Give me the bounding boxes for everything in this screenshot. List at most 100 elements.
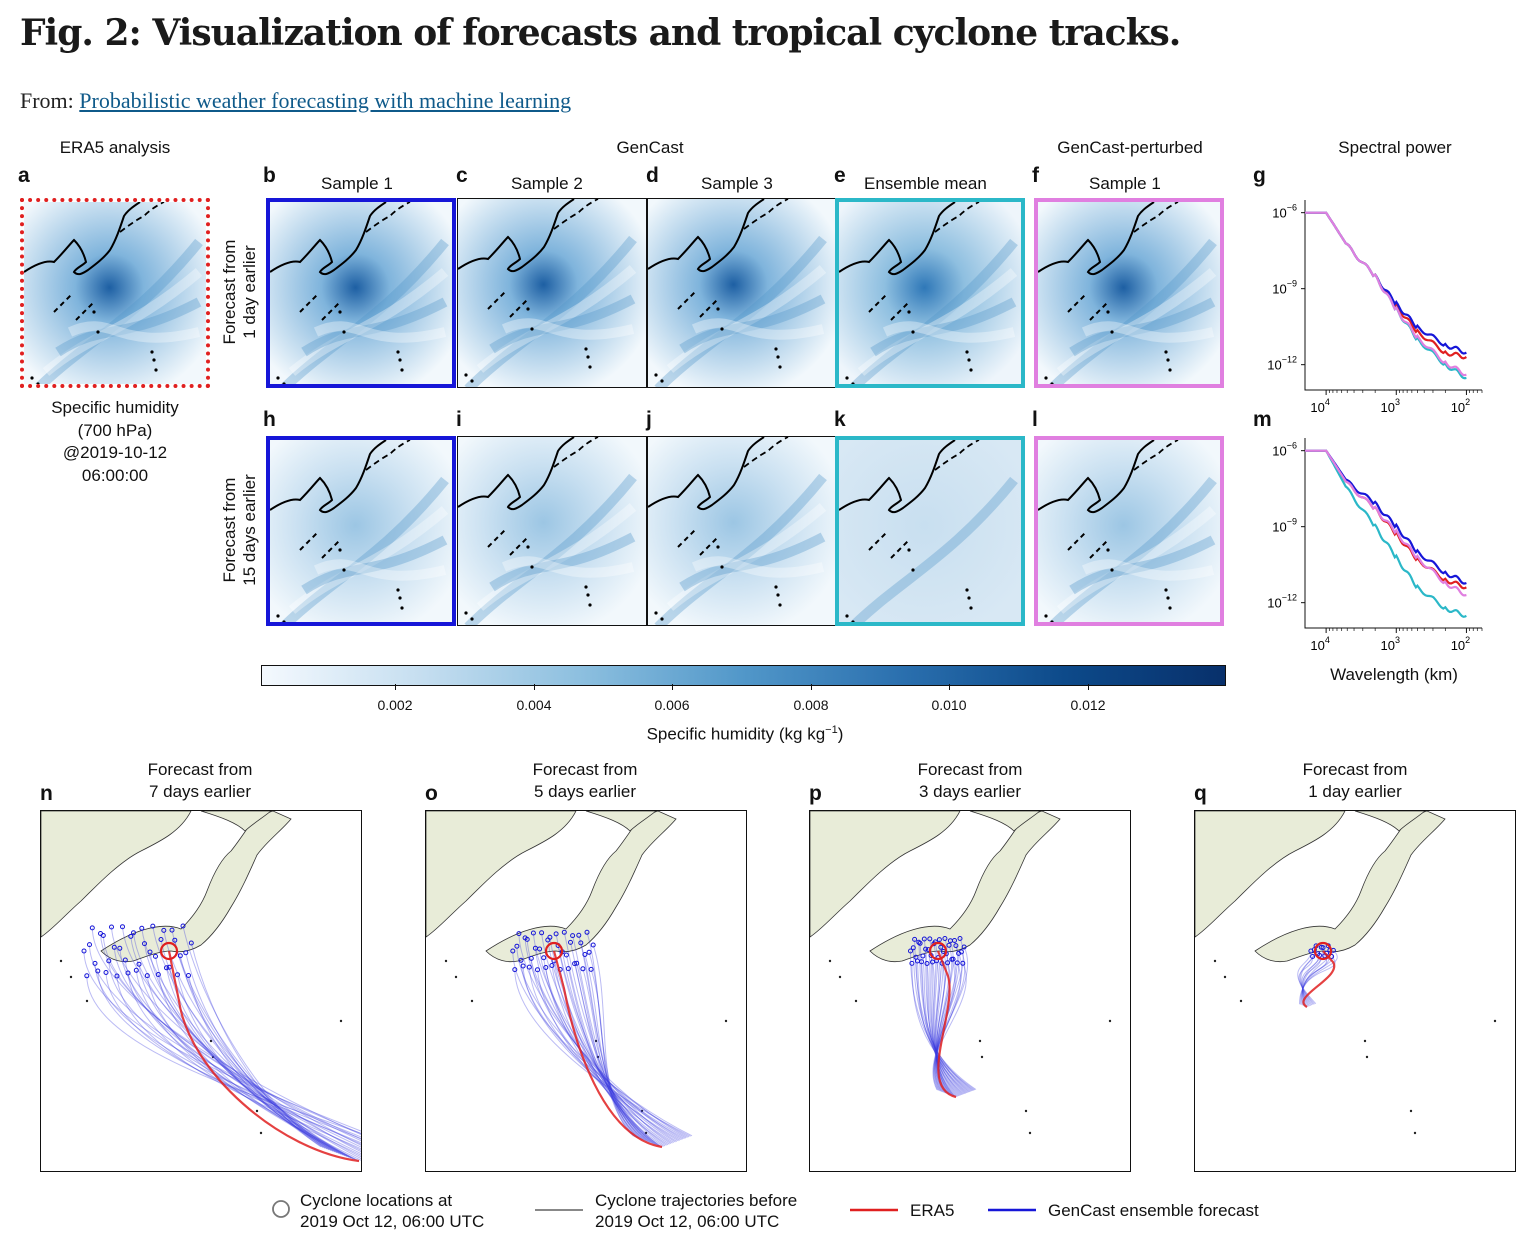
row-label-15day: Forecast from 15 days earlier — [220, 460, 260, 600]
map-h-sample1 — [266, 436, 456, 626]
island-dot — [1363, 1039, 1367, 1043]
map-e-ensemble-mean — [835, 198, 1025, 388]
ensemble-trajectory — [163, 930, 342, 1155]
spectral-ytick-label: 10−12 — [1267, 355, 1297, 373]
ensemble-cyclone-location — [188, 940, 194, 946]
ensemble-trajectory — [188, 975, 324, 1148]
legend-circle-icon — [272, 1200, 290, 1218]
ensemble-cyclone-location — [133, 967, 139, 973]
map-l-perturbed-sample1 — [1034, 436, 1224, 626]
ensemble-cyclone-location — [920, 953, 926, 959]
ensemble-trajectory — [549, 937, 666, 1147]
ensemble-cyclone-location — [530, 930, 536, 936]
ensemble-trajectory — [185, 952, 326, 1149]
ensemble-cyclone-location — [106, 958, 112, 964]
track-map-n — [40, 810, 362, 1172]
panel-letter-n: n — [40, 782, 53, 805]
island-dot — [854, 999, 858, 1003]
ensemble-cyclone-location — [169, 927, 175, 933]
track-title-p: Forecast from 3 days earlier — [890, 759, 1050, 803]
land-shape — [810, 811, 961, 938]
land-shape — [426, 811, 577, 938]
ensemble-trajectory — [574, 963, 648, 1142]
row-label-1day: Forecast from 1 day earlier — [220, 232, 260, 352]
ensemble-cyclone-location — [953, 943, 959, 949]
ensemble-cyclone-location — [128, 933, 134, 939]
ensemble-trajectory — [934, 957, 957, 1098]
header-era5: ERA5 analysis — [59, 138, 171, 157]
ensemble-trajectory — [111, 926, 361, 1146]
ensemble-trajectory — [936, 962, 951, 1095]
era5-cyclone-location — [1313, 941, 1333, 961]
ensemble-cyclone-location — [590, 942, 596, 948]
panel-letter-a: a — [18, 164, 30, 187]
spectral-series-line — [1305, 211, 1467, 360]
ensemble-trajectory — [177, 974, 332, 1151]
ensemble-trajectory — [166, 967, 340, 1154]
island-dot — [1108, 1019, 1112, 1023]
ensemble-trajectory — [572, 935, 649, 1143]
ensemble-trajectory — [119, 948, 361, 1151]
spectral-axes — [1304, 200, 1482, 391]
ensemble-trajectory — [1300, 956, 1336, 1005]
island-dot — [339, 1019, 343, 1023]
ensemble-cyclone-location — [541, 955, 547, 961]
island-dot — [1223, 975, 1227, 979]
era5-caption-line1: Specific humidity — [51, 398, 179, 417]
ensemble-cyclone-location — [547, 934, 553, 940]
ensemble-trajectory — [916, 960, 972, 1092]
ensemble-cyclone-location — [957, 936, 963, 941]
map-a-era5 — [20, 198, 210, 388]
ensemble-cyclone-location — [580, 966, 586, 972]
map-c-sample2 — [457, 198, 647, 388]
track-title-o: Forecast from 5 days earlier — [505, 759, 665, 803]
track-title-p-line2: 3 days earlier — [918, 782, 1022, 801]
ensemble-cyclone-location — [147, 949, 153, 955]
ensemble-cyclone-location — [954, 960, 960, 966]
ensemble-trajectory — [83, 950, 361, 1132]
ensemble-trajectory — [1298, 956, 1315, 1005]
ensemble-cyclone-location — [84, 973, 90, 979]
panel-title-e: Ensemble mean — [864, 174, 987, 193]
spectral-xtick-label: 103 — [1381, 397, 1400, 415]
ensemble-cyclone-location — [520, 963, 526, 969]
colorbar-tick-mark — [1088, 684, 1089, 690]
ensemble-trajectory — [936, 951, 953, 1096]
ensemble-trajectory — [133, 932, 361, 1160]
panel-letter-d: d — [646, 164, 659, 187]
ensemble-cyclone-location — [175, 972, 180, 978]
ensemble-trajectory — [561, 951, 657, 1146]
track-map-q — [1194, 810, 1516, 1172]
era5-track — [936, 950, 957, 1099]
spectral-series-line — [1305, 449, 1467, 597]
legend-era5-label: ERA5 — [910, 1201, 955, 1220]
map-k-ensemble-mean — [835, 436, 1025, 626]
colorbar-tick-mark — [949, 684, 950, 690]
track-map-svg — [426, 811, 728, 1149]
ensemble-trajectory — [1301, 955, 1321, 1007]
track-title-n-line1: Forecast from — [147, 760, 253, 779]
island-dot — [470, 999, 474, 1003]
ensemble-trajectory — [919, 943, 970, 1093]
ensemble-cyclone-location — [117, 945, 123, 951]
spectral-ytick-label: 10−12 — [1267, 593, 1297, 611]
map-field — [270, 440, 452, 622]
ensemble-trajectory — [918, 942, 971, 1093]
source-article-link[interactable]: Probabilistic weather forecasting with m… — [79, 88, 572, 113]
ensemble-trajectory — [592, 944, 634, 1137]
ensemble-cyclone-location — [565, 966, 571, 972]
ensemble-cyclone-location — [586, 949, 592, 955]
era5-cyclone-location — [928, 941, 948, 961]
ensemble-trajectory — [155, 956, 348, 1157]
ensemble-cyclone-location — [921, 936, 927, 942]
island-dot — [444, 959, 448, 963]
spectral-xtick-label: 102 — [1451, 635, 1470, 653]
ensemble-cyclone-location — [543, 965, 549, 970]
spectral-xtick-label: 104 — [1310, 397, 1329, 415]
panel-letter-m: m — [1253, 408, 1272, 431]
ensemble-cyclone-location — [512, 967, 518, 973]
row-label-15day-line2: 15 days earlier — [240, 474, 259, 586]
ensemble-trajectory — [122, 926, 361, 1153]
ensemble-trajectory — [570, 942, 651, 1143]
ensemble-trajectory — [116, 975, 361, 1150]
